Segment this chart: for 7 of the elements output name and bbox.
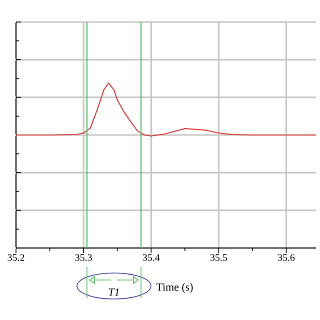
x-axis-title: Time (s) xyxy=(156,283,193,293)
text: T1 xyxy=(108,288,119,296)
x-tick-label: 35.2 xyxy=(8,254,24,261)
x-tick-label: 35.4 xyxy=(142,254,160,261)
x-tick-label: 35.5 xyxy=(210,254,228,261)
x-tick-label: 35.3 xyxy=(75,254,92,261)
x-tick-label: 35.6 xyxy=(278,254,295,261)
